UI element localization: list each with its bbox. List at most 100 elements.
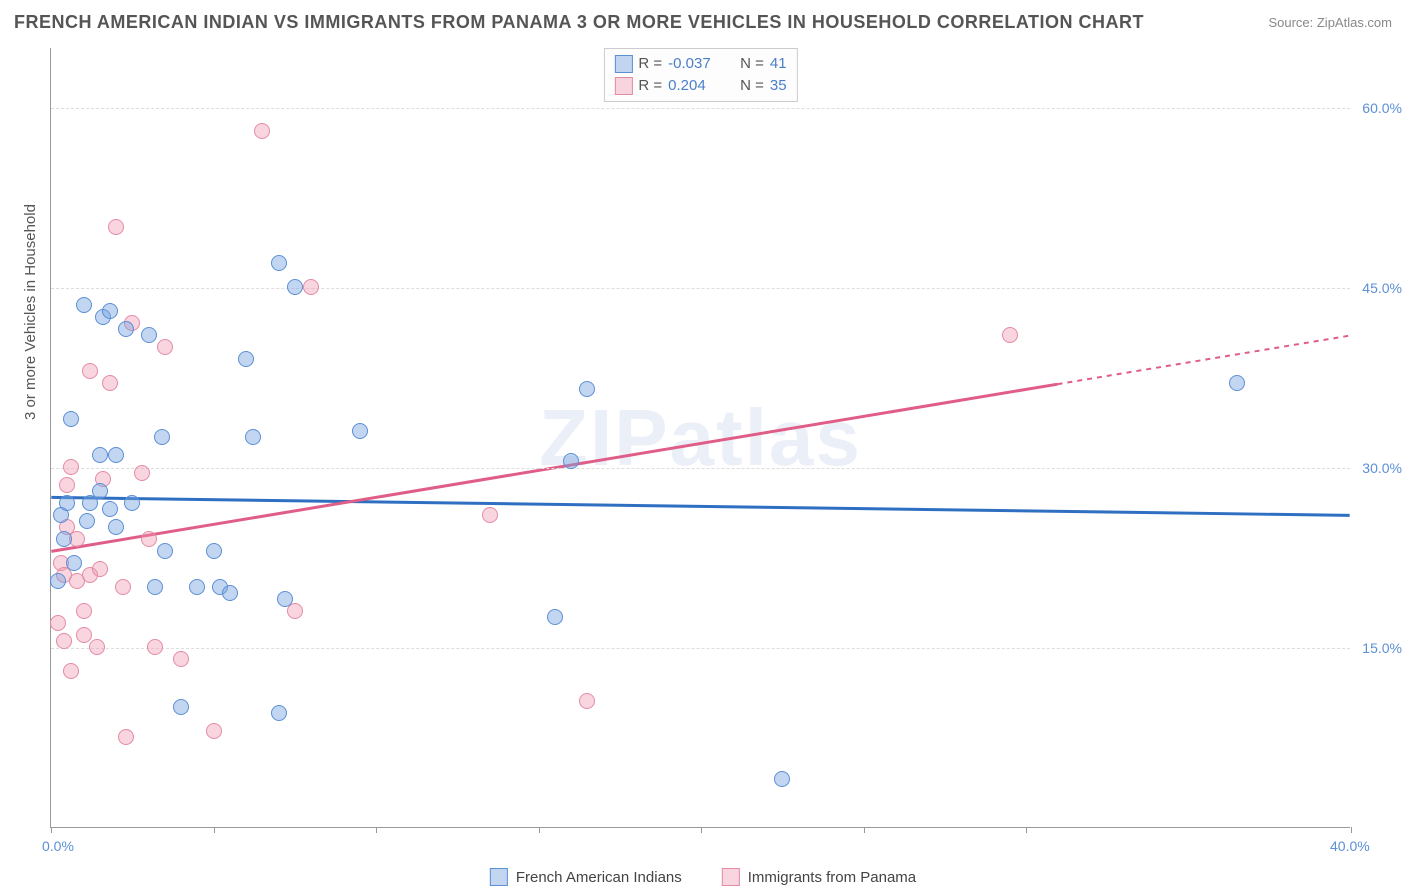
point-series-a — [56, 531, 72, 547]
point-series-b — [59, 477, 75, 493]
trend-line-b-dashed — [1058, 336, 1350, 385]
point-series-b — [173, 651, 189, 667]
point-series-a — [206, 543, 222, 559]
point-series-a — [563, 453, 579, 469]
point-series-b — [89, 639, 105, 655]
point-series-a — [76, 297, 92, 313]
point-series-a — [92, 447, 108, 463]
point-series-b — [63, 459, 79, 475]
x-tick-label: 0.0% — [42, 838, 74, 854]
r-value: -0.037 — [668, 53, 724, 75]
point-series-a — [287, 279, 303, 295]
point-series-b — [76, 603, 92, 619]
point-series-a — [102, 303, 118, 319]
point-series-a — [352, 423, 368, 439]
legend-label-series-a: French American Indians — [516, 869, 682, 886]
point-series-b — [147, 639, 163, 655]
legend-top-row: R = 0.204 N = 35 — [614, 75, 786, 97]
point-series-b — [157, 339, 173, 355]
point-series-b — [108, 219, 124, 235]
point-series-a — [271, 255, 287, 271]
point-series-b — [254, 123, 270, 139]
point-series-a — [102, 501, 118, 517]
swatch-series-a-icon — [490, 868, 508, 886]
point-series-a — [79, 513, 95, 529]
point-series-b — [56, 633, 72, 649]
legend-top-row: R = -0.037 N = 41 — [614, 53, 786, 75]
source-name: ZipAtlas.com — [1317, 15, 1392, 30]
x-tick — [864, 827, 865, 833]
grid-line — [51, 468, 1350, 469]
x-tick — [701, 827, 702, 833]
legend-item-series-a: French American Indians — [490, 868, 682, 886]
point-series-a — [238, 351, 254, 367]
point-series-b — [1002, 327, 1018, 343]
point-series-a — [50, 573, 66, 589]
n-value: 35 — [770, 75, 787, 97]
x-tick-label: 40.0% — [1330, 838, 1370, 854]
point-series-b — [482, 507, 498, 523]
point-series-b — [206, 723, 222, 739]
y-tick-label: 45.0% — [1362, 280, 1402, 296]
point-series-b — [141, 531, 157, 547]
r-label: R = — [638, 75, 662, 97]
point-series-a — [66, 555, 82, 571]
point-series-b — [303, 279, 319, 295]
point-series-a — [173, 699, 189, 715]
point-series-b — [63, 663, 79, 679]
grid-line — [51, 288, 1350, 289]
point-series-a — [271, 705, 287, 721]
swatch-series-b-icon — [722, 868, 740, 886]
r-value: 0.204 — [668, 75, 724, 97]
x-tick — [51, 827, 52, 833]
x-tick — [376, 827, 377, 833]
point-series-a — [63, 411, 79, 427]
point-series-a — [59, 495, 75, 511]
point-series-a — [124, 495, 140, 511]
point-series-a — [277, 591, 293, 607]
point-series-a — [118, 321, 134, 337]
x-tick — [214, 827, 215, 833]
point-series-a — [1229, 375, 1245, 391]
point-series-a — [154, 429, 170, 445]
y-tick-label: 15.0% — [1362, 640, 1402, 656]
x-tick — [1026, 827, 1027, 833]
point-series-b — [92, 561, 108, 577]
legend-label-series-b: Immigrants from Panama — [748, 869, 916, 886]
point-series-a — [189, 579, 205, 595]
point-series-a — [774, 771, 790, 787]
y-axis-label: 3 or more Vehicles in Household — [22, 204, 39, 420]
point-series-a — [108, 447, 124, 463]
x-tick — [539, 827, 540, 833]
point-series-b — [76, 627, 92, 643]
legend-top: R = -0.037 N = 41 R = 0.204 N = 35 — [603, 48, 797, 102]
point-series-b — [50, 615, 66, 631]
point-series-a — [157, 543, 173, 559]
point-series-b — [579, 693, 595, 709]
point-series-a — [141, 327, 157, 343]
point-series-a — [579, 381, 595, 397]
source-prefix: Source: — [1268, 15, 1316, 30]
legend-item-series-b: Immigrants from Panama — [722, 868, 916, 886]
r-label: R = — [638, 53, 662, 75]
swatch-icon — [614, 77, 632, 95]
point-series-b — [82, 363, 98, 379]
y-tick-label: 60.0% — [1362, 100, 1402, 116]
point-series-b — [118, 729, 134, 745]
grid-line — [51, 108, 1350, 109]
point-series-a — [245, 429, 261, 445]
grid-line — [51, 648, 1350, 649]
n-label: N = — [740, 53, 764, 75]
y-tick-label: 30.0% — [1362, 460, 1402, 476]
point-series-b — [115, 579, 131, 595]
point-series-a — [147, 579, 163, 595]
n-label: N = — [740, 75, 764, 97]
point-series-a — [108, 519, 124, 535]
point-series-b — [102, 375, 118, 391]
point-series-a — [222, 585, 238, 601]
n-value: 41 — [770, 53, 787, 75]
chart-plot-area: ZIPatlas 15.0%30.0%45.0%60.0%R =-0.037N … — [50, 48, 1350, 828]
point-series-a — [92, 483, 108, 499]
legend-bottom: French American Indians Immigrants from … — [490, 868, 916, 886]
point-series-b — [134, 465, 150, 481]
